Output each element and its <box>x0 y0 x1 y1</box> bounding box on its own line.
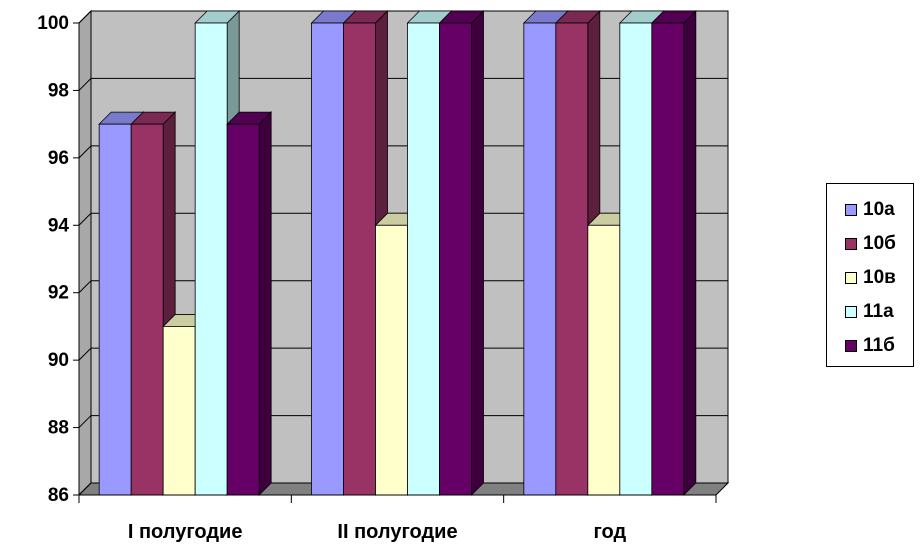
legend-label: 11б <box>863 335 895 356</box>
legend-swatch <box>845 306 857 318</box>
legend-item: 10а <box>845 199 895 221</box>
x-axis <box>78 494 717 503</box>
y-tick-label: 92 <box>48 283 69 304</box>
legend-swatch <box>845 204 857 216</box>
bar <box>226 111 273 496</box>
legend-label: 10в <box>863 267 896 288</box>
bars <box>98 10 697 496</box>
legend-swatch <box>845 340 857 352</box>
x-tick-label: II полугодие <box>337 521 457 543</box>
legend-label: 11а <box>863 301 894 322</box>
bar <box>438 10 485 496</box>
gridline <box>78 212 728 226</box>
legend: 10а 10б 10в 11а 11б <box>826 183 914 367</box>
gridlines <box>78 10 728 496</box>
legend-swatch <box>845 238 857 250</box>
y-tick-label: 86 <box>48 485 69 506</box>
y-axis <box>73 22 80 503</box>
side-wall <box>78 9 92 497</box>
y-tick-label: 98 <box>48 80 69 101</box>
gridline <box>78 10 728 24</box>
legend-item: 11б <box>845 335 895 357</box>
y-tick-label: 90 <box>48 350 69 371</box>
gridline <box>78 77 728 91</box>
legend-label: 10б <box>863 233 896 254</box>
legend-item: 10б <box>845 233 896 255</box>
gridline <box>78 280 728 294</box>
gridline <box>78 482 728 496</box>
x-tick-label: год <box>593 521 626 543</box>
y-tick-labels: 86 88 90 92 94 96 98 100 <box>37 13 69 506</box>
y-tick-label: 100 <box>37 13 69 34</box>
bar <box>310 10 357 496</box>
y-tick-label: 94 <box>48 215 70 236</box>
gridline <box>78 347 728 361</box>
legend-item: 11а <box>845 301 894 323</box>
bar <box>650 10 697 496</box>
x-tick-labels: I полугодие II полугодие год <box>128 521 627 543</box>
x-tick-label: I полугодие <box>128 521 243 543</box>
gridline <box>78 145 728 159</box>
legend-label: 10а <box>863 199 895 220</box>
legend-swatch <box>845 272 857 284</box>
legend-item: 10в <box>845 267 896 289</box>
y-tick-label: 96 <box>48 148 69 169</box>
y-tick-label: 88 <box>48 418 69 439</box>
gridline <box>78 415 728 428</box>
